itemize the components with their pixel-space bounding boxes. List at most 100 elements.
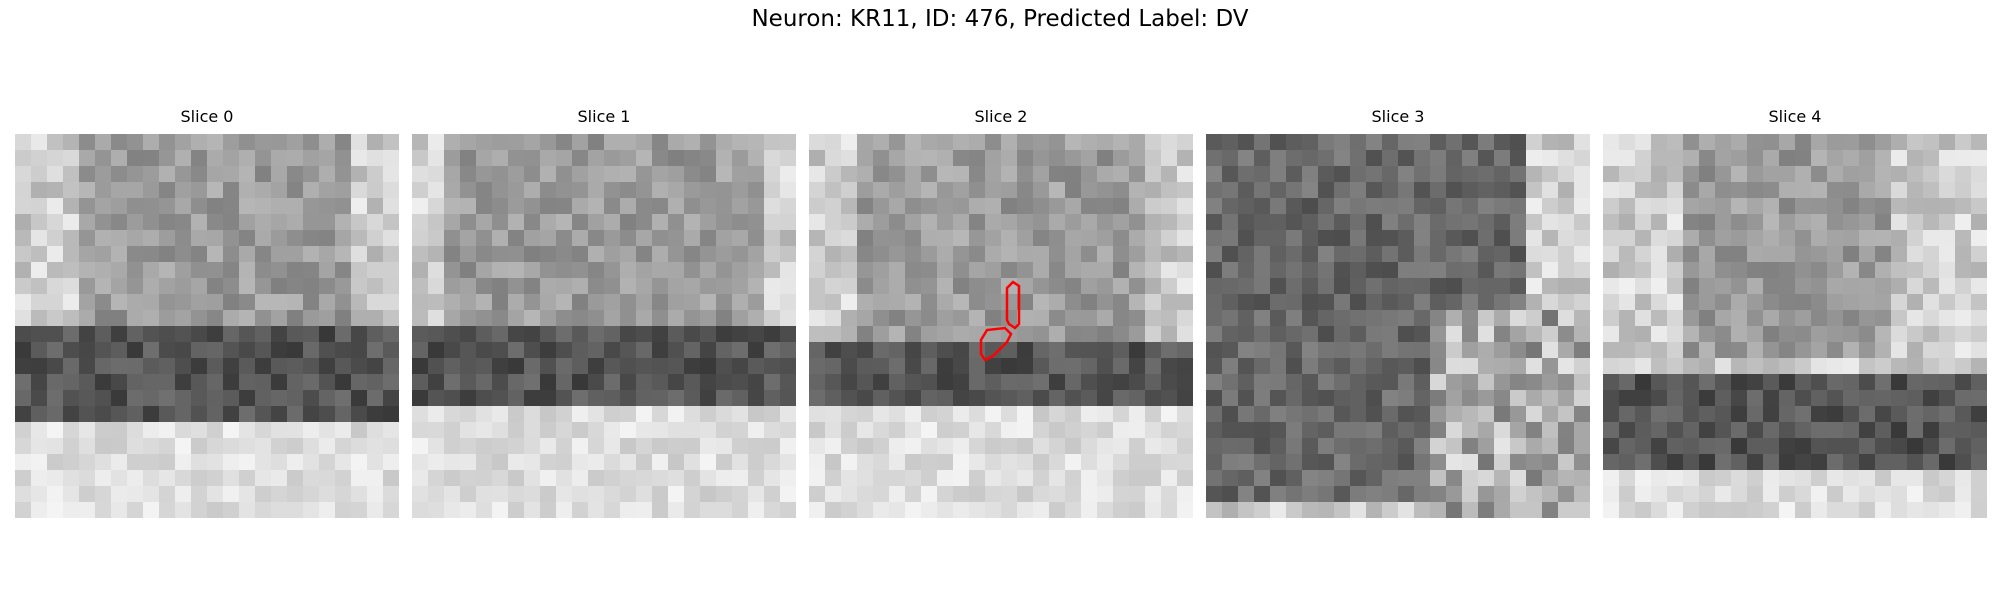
image-pixel — [732, 358, 749, 375]
image-pixel — [841, 182, 858, 199]
image-pixel — [1478, 502, 1495, 518]
image-pixel — [223, 182, 240, 199]
image-pixel — [1414, 454, 1431, 471]
image-pixel — [79, 422, 96, 439]
image-pixel — [1222, 134, 1239, 151]
image-pixel — [716, 502, 733, 518]
image-pixel — [1635, 230, 1652, 247]
image-pixel — [1350, 502, 1367, 518]
image-pixel — [1001, 198, 1018, 215]
image-pixel — [1651, 486, 1668, 503]
image-pixel — [383, 454, 399, 471]
image-pixel — [79, 502, 96, 518]
image-pixel — [1651, 166, 1668, 183]
image-pixel — [1875, 278, 1892, 295]
image-pixel — [780, 406, 796, 423]
image-pixel — [1779, 166, 1796, 183]
image-pixel — [1145, 294, 1162, 311]
image-pixel — [1667, 390, 1684, 407]
image-pixel — [79, 262, 96, 279]
image-pixel — [95, 182, 112, 199]
slice-image — [15, 134, 399, 518]
image-pixel — [1907, 198, 1924, 215]
image-pixel — [175, 230, 192, 247]
image-pixel — [1971, 310, 1987, 327]
image-pixel — [524, 230, 541, 247]
image-pixel — [1254, 486, 1271, 503]
image-pixel — [1113, 342, 1130, 359]
image-pixel — [873, 294, 890, 311]
image-pixel — [95, 214, 112, 231]
image-pixel — [953, 150, 970, 167]
image-pixel — [1350, 406, 1367, 423]
image-pixel — [1113, 294, 1130, 311]
image-pixel — [351, 438, 368, 455]
image-pixel — [1955, 438, 1972, 455]
image-pixel — [588, 214, 605, 231]
image-pixel — [1049, 358, 1066, 375]
image-pixel — [1065, 470, 1082, 487]
image-pixel — [1779, 198, 1796, 215]
image-pixel — [1302, 294, 1319, 311]
image-pixel — [1145, 502, 1162, 518]
image-pixel — [1731, 198, 1748, 215]
image-pixel — [1366, 150, 1383, 167]
image-pixel — [31, 134, 48, 151]
image-pixel — [1334, 166, 1351, 183]
image-pixel — [63, 310, 80, 327]
image-pixel — [127, 294, 144, 311]
image-pixel — [255, 134, 272, 151]
image-pixel — [873, 166, 890, 183]
image-pixel — [143, 470, 160, 487]
image-pixel — [79, 182, 96, 199]
image-pixel — [1907, 342, 1924, 359]
image-pixel — [508, 486, 525, 503]
image-pixel — [780, 390, 796, 407]
image-pixel — [1875, 246, 1892, 263]
image-pixel — [668, 438, 685, 455]
image-pixel — [1049, 150, 1066, 167]
image-pixel — [1270, 342, 1287, 359]
image-pixel — [239, 342, 256, 359]
image-pixel — [700, 342, 717, 359]
image-pixel — [604, 438, 621, 455]
image-pixel — [1907, 486, 1924, 503]
image-pixel — [1494, 246, 1511, 263]
image-pixel — [1286, 214, 1303, 231]
image-pixel — [15, 486, 32, 503]
image-pixel — [1414, 246, 1431, 263]
image-pixel — [1683, 390, 1700, 407]
image-pixel — [1222, 454, 1239, 471]
image-pixel — [1859, 230, 1876, 247]
slice-image — [1603, 134, 1987, 518]
image-pixel — [524, 422, 541, 439]
image-pixel — [1398, 246, 1415, 263]
image-pixel — [1526, 150, 1543, 167]
image-pixel — [604, 230, 621, 247]
image-pixel — [1398, 486, 1415, 503]
image-pixel — [175, 198, 192, 215]
image-pixel — [1619, 150, 1636, 167]
image-pixel — [809, 198, 826, 215]
image-pixel — [1779, 230, 1796, 247]
image-pixel — [1097, 246, 1114, 263]
image-pixel — [1318, 182, 1335, 199]
image-pixel — [764, 310, 781, 327]
image-pixel — [921, 182, 938, 199]
image-pixel — [444, 246, 461, 263]
image-pixel — [95, 294, 112, 311]
image-pixel — [351, 422, 368, 439]
image-pixel — [1177, 214, 1193, 231]
image-pixel — [889, 406, 906, 423]
image-pixel — [1683, 470, 1700, 487]
image-pixel — [700, 310, 717, 327]
image-pixel — [15, 422, 32, 439]
image-pixel — [636, 374, 653, 391]
image-pixel — [1859, 134, 1876, 151]
image-pixel — [1462, 278, 1479, 295]
image-pixel — [63, 166, 80, 183]
image-pixel — [1603, 294, 1620, 311]
image-pixel — [383, 230, 399, 247]
image-pixel — [1574, 470, 1590, 487]
image-pixel — [1430, 310, 1447, 327]
